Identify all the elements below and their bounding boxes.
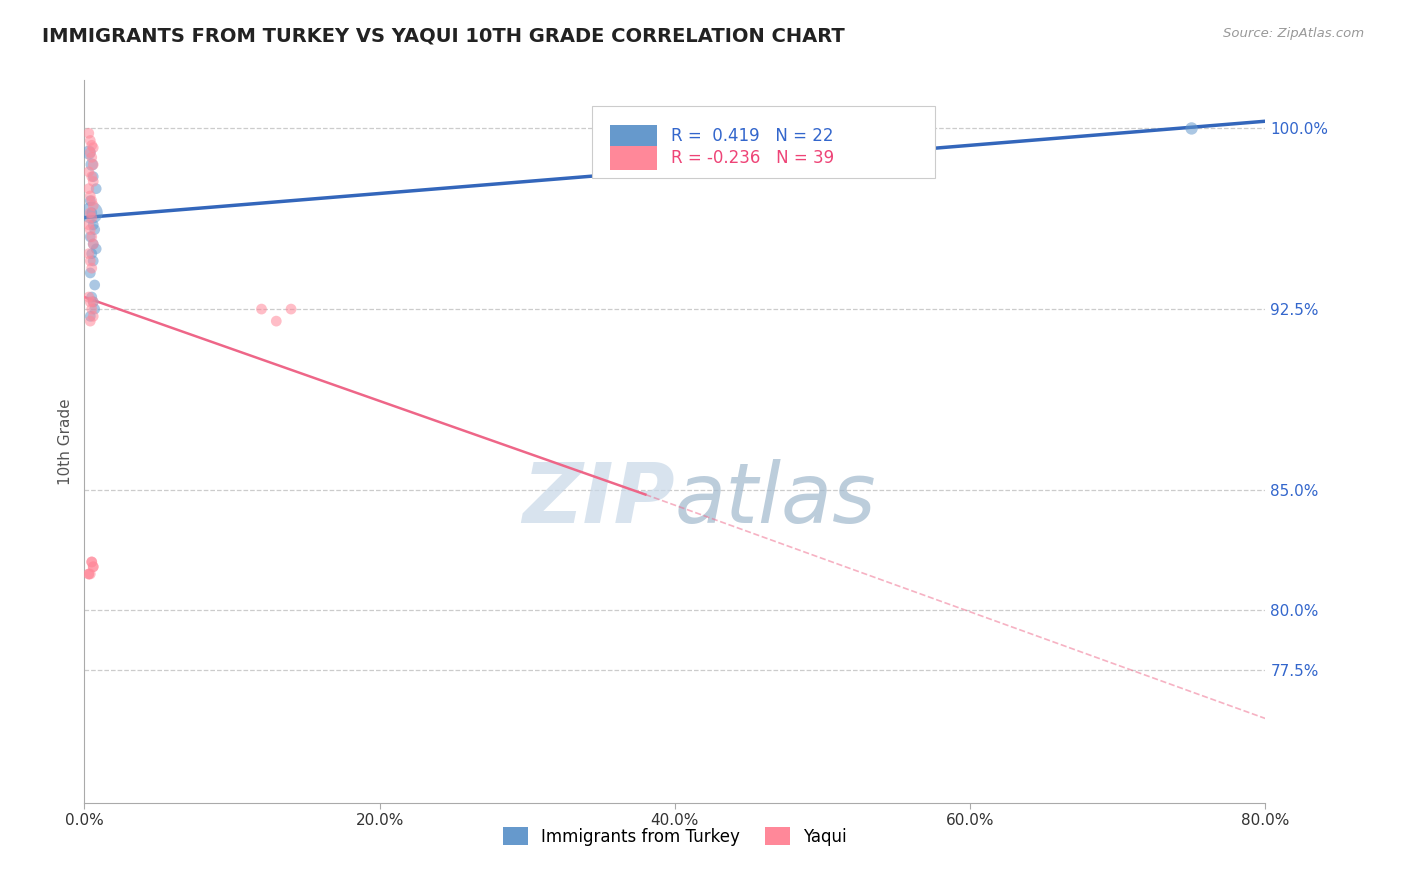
Text: IMMIGRANTS FROM TURKEY VS YAQUI 10TH GRADE CORRELATION CHART: IMMIGRANTS FROM TURKEY VS YAQUI 10TH GRA… bbox=[42, 27, 845, 45]
Point bbox=[79, 294, 101, 309]
Point bbox=[82, 198, 104, 212]
Point bbox=[82, 158, 104, 172]
Point bbox=[80, 246, 103, 260]
Text: R = -0.236   N = 39: R = -0.236 N = 39 bbox=[671, 149, 835, 167]
Point bbox=[82, 294, 104, 309]
Point bbox=[77, 567, 100, 582]
Point bbox=[82, 169, 104, 184]
Point bbox=[82, 237, 104, 252]
Text: Source: ZipAtlas.com: Source: ZipAtlas.com bbox=[1223, 27, 1364, 40]
Point bbox=[80, 261, 103, 276]
Text: R =  0.419   N = 22: R = 0.419 N = 22 bbox=[671, 128, 834, 145]
Point bbox=[77, 165, 100, 179]
Point bbox=[79, 314, 101, 328]
Point bbox=[1181, 121, 1204, 136]
Point bbox=[80, 150, 103, 164]
Point bbox=[79, 567, 101, 582]
Point bbox=[79, 133, 101, 147]
Text: atlas: atlas bbox=[675, 458, 876, 540]
Point bbox=[80, 211, 103, 225]
Point bbox=[79, 222, 101, 236]
Point bbox=[82, 559, 104, 574]
Point bbox=[80, 194, 103, 208]
Point bbox=[79, 145, 101, 160]
Point bbox=[79, 194, 101, 208]
Point bbox=[77, 126, 100, 140]
Bar bbox=[610, 125, 657, 148]
Point bbox=[80, 205, 103, 219]
Point bbox=[77, 246, 100, 260]
Point bbox=[80, 302, 103, 317]
Point bbox=[79, 189, 101, 203]
Point bbox=[77, 145, 100, 160]
Point bbox=[280, 302, 302, 317]
Point bbox=[82, 559, 104, 574]
Point bbox=[82, 294, 104, 309]
Point bbox=[82, 310, 104, 324]
Point bbox=[79, 254, 101, 268]
Point bbox=[83, 277, 105, 292]
Point bbox=[80, 555, 103, 569]
Point bbox=[266, 314, 288, 328]
Point bbox=[250, 302, 273, 317]
Point bbox=[634, 121, 657, 136]
Point bbox=[77, 290, 100, 304]
Point bbox=[77, 218, 100, 232]
Point bbox=[80, 290, 103, 304]
Point bbox=[79, 205, 101, 219]
Bar bbox=[610, 146, 657, 169]
Point bbox=[79, 266, 101, 280]
Point bbox=[82, 237, 104, 252]
Point bbox=[80, 555, 103, 569]
Point bbox=[80, 169, 103, 184]
Point bbox=[83, 302, 105, 317]
Point bbox=[77, 567, 100, 582]
Point bbox=[82, 218, 104, 232]
Legend: Immigrants from Turkey, Yaqui: Immigrants from Turkey, Yaqui bbox=[496, 821, 853, 852]
Point bbox=[80, 230, 103, 244]
Point bbox=[80, 158, 103, 172]
Point bbox=[79, 310, 101, 324]
Point bbox=[84, 242, 107, 256]
Y-axis label: 10th Grade: 10th Grade bbox=[58, 398, 73, 485]
Point bbox=[82, 141, 104, 155]
FancyBboxPatch shape bbox=[592, 105, 935, 178]
Point bbox=[82, 254, 104, 268]
Point bbox=[84, 182, 107, 196]
Text: ZIP: ZIP bbox=[522, 458, 675, 540]
Point bbox=[79, 230, 101, 244]
Point bbox=[80, 138, 103, 153]
Point bbox=[83, 222, 105, 236]
Point bbox=[82, 174, 104, 188]
Point bbox=[80, 205, 103, 219]
Point bbox=[77, 182, 100, 196]
